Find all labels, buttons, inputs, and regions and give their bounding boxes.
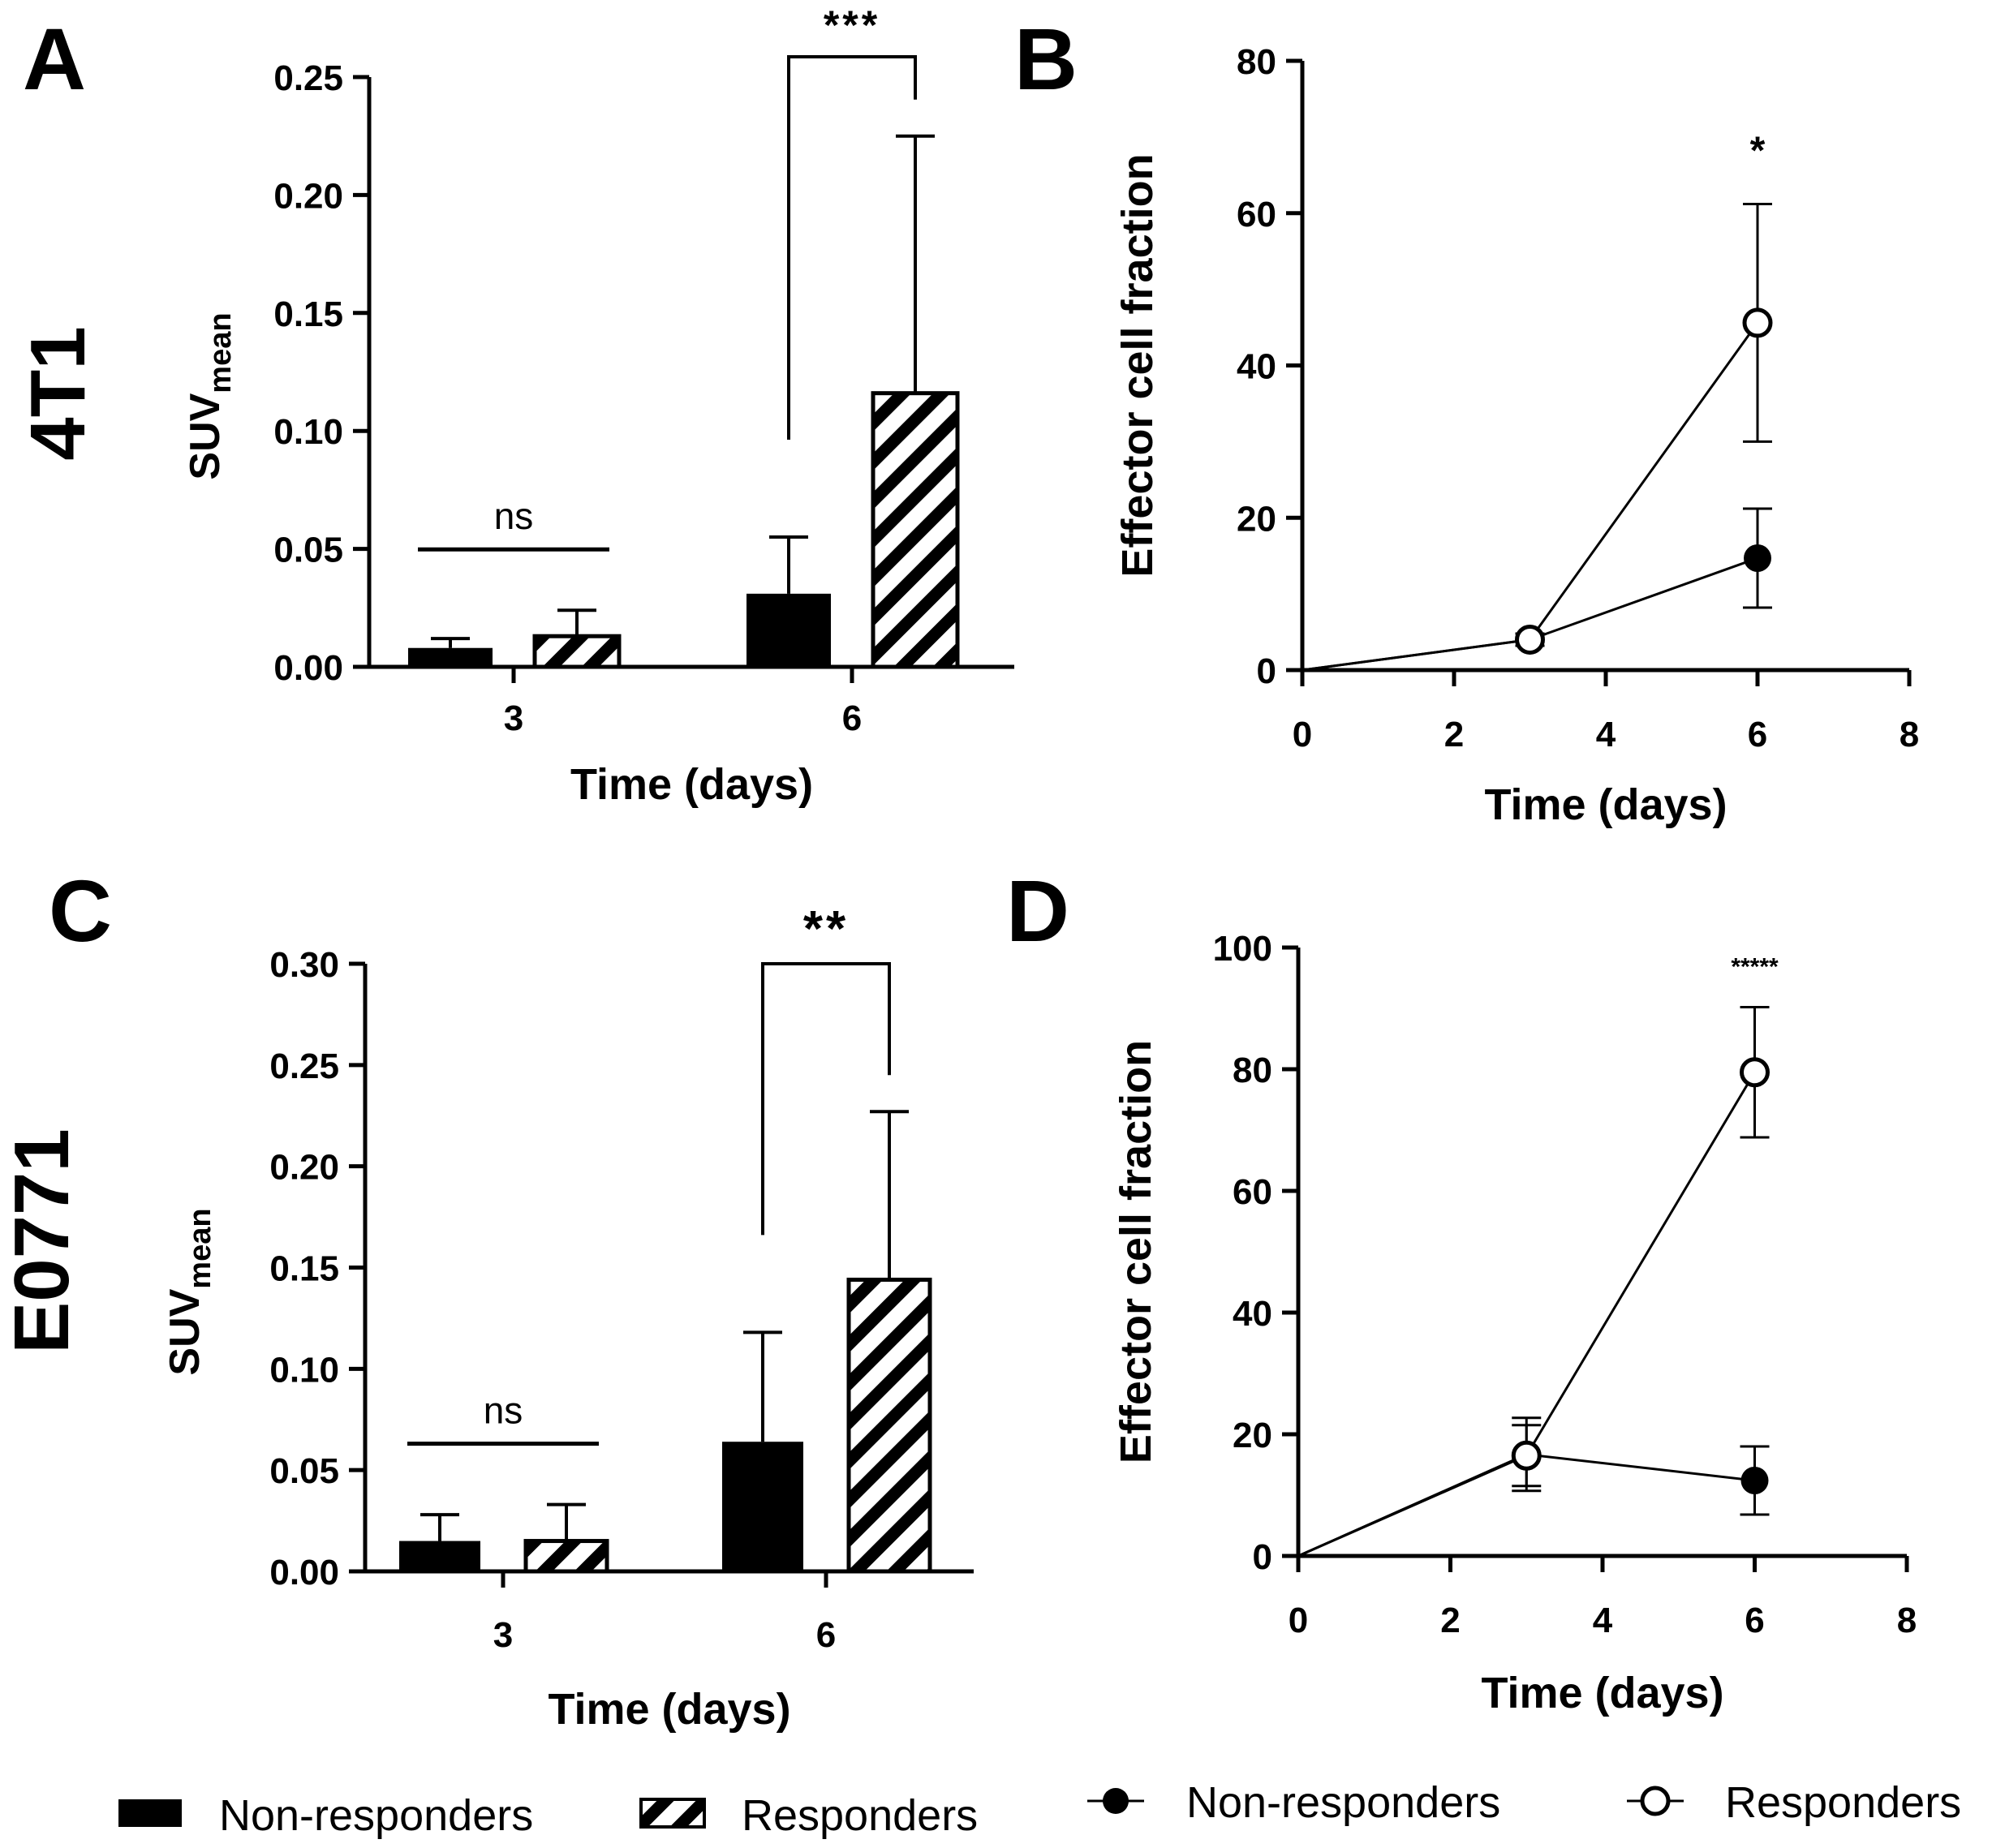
bar-non-responders-6 [722,1442,803,1571]
y-tick-label: 20 [1237,499,1276,539]
legend-label-line-responders: Responders [1725,1778,1961,1827]
legend-marker-open [1640,1786,1671,1816]
x-axis-label: Time (days) [548,1685,790,1734]
x-tick-label: 0 [1293,715,1312,754]
data-point-responders [1740,1057,1770,1088]
significance-label: * [1750,129,1766,172]
y-tick-label: 80 [1233,1051,1272,1090]
x-tick-label: 2 [1444,715,1464,754]
y-tick-label: 20 [1233,1416,1272,1455]
data-point-responders [1511,1440,1542,1471]
legend-label-line-non-responders: Non-responders [1186,1778,1500,1827]
panel-c-bar-chart: 0.00 0.05 0.10 0.15 0.20 0.25 0.30 3 6 ns ** SUVmea… [161,901,974,1734]
significance-label: ***** [1731,954,1779,981]
significance-bracket [787,55,917,441]
y-tick-label: 0.20 [273,176,343,216]
panel-letter-c: C [49,862,112,960]
y-tick-label: 80 [1237,42,1276,82]
panel-letter-a: A [23,10,86,108]
bar-responders-3 [523,1539,609,1574]
y-axis-label-main: SUV [182,393,229,479]
y-axis-label-main: SUV [161,1288,209,1375]
bar-responders-3 [532,634,622,669]
data-point-non-responders [1744,544,1771,573]
row-label-e0771: E0771 [0,1128,85,1354]
legend-label-bar-non-responders: Non-responders [219,1791,533,1840]
bar-non-responders-3 [399,1541,480,1571]
panel-letter-b: B [1014,10,1078,108]
legend-label-bar-responders: Responders [742,1791,978,1840]
data-point-responders [1742,307,1773,338]
panel-a-bar-chart: 0.00 0.05 0.10 0.15 0.20 0.25 3 6 ns *** SUVmean Ti… [182,2,1014,809]
y-tick-label: 40 [1233,1294,1272,1334]
y-tick-label: 0 [1257,651,1276,691]
y-tick-label: 0.15 [269,1249,339,1289]
y-tick-label: 0.00 [269,1553,339,1592]
y-tick-label: 0.25 [273,58,343,98]
x-tick-label: 6 [842,698,862,738]
y-axis-label: Effector cell fraction [1113,153,1162,577]
y-tick-label: 0.00 [273,648,343,688]
significance-bracket [761,962,891,1236]
panel-d-line-chart: 0 20 40 60 80 100 0 2 4 6 8 ***** Effector cell frac… [1112,929,1917,1717]
bar-non-responders-6 [746,593,831,667]
y-tick-label: 0 [1253,1537,1272,1577]
x-axis-label: Time (days) [1484,780,1727,829]
x-tick-label: 2 [1440,1601,1460,1640]
data-point-responders [1515,624,1545,655]
y-tick-label: 0.25 [269,1046,339,1086]
series-line-responders [1302,322,1759,672]
y-tick-label: 100 [1213,929,1272,969]
y-tick-label: 0.05 [269,1451,339,1491]
y-axis-label-subscript: mean [204,312,238,393]
significance-label: ns [494,495,534,537]
y-tick-label: 0.30 [269,945,339,985]
y-tick-label: 40 [1237,347,1276,387]
bar-non-responders-3 [408,647,493,667]
y-axis-label: SUVmean [182,312,238,479]
x-tick-label: 3 [504,698,523,738]
y-axis-label: SUVmean [161,1208,217,1375]
y-axis-label-subscript: mean [183,1208,217,1288]
x-tick-label: 6 [1745,1601,1764,1640]
x-axis-label: Time (days) [570,760,813,809]
row-label-4t1: 4T1 [15,326,101,460]
legend: Non-responders Responders Non-responders… [118,1778,1961,1840]
panel-b-line-chart: 0 20 40 60 80 0 2 4 6 8 * Effector cell fraction Tim… [1113,42,1919,829]
y-tick-label: 0.15 [273,294,343,334]
significance-label: ns [484,1390,523,1432]
y-tick-label: 0.05 [273,531,343,570]
x-tick-label: 6 [1748,715,1767,754]
x-tick-label: 3 [493,1615,513,1655]
y-tick-label: 60 [1233,1172,1272,1212]
x-axis-label: Time (days) [1481,1669,1723,1717]
significance-label: *** [824,2,880,48]
data-point-non-responders [1740,1467,1769,1494]
x-tick-label: 0 [1289,1601,1308,1640]
y-axis-label: Effector cell fraction [1112,1040,1160,1463]
legend-swatch-responders [639,1798,706,1829]
y-tick-label: 0.10 [273,412,343,452]
bar-responders-6 [846,1277,932,1574]
legend-marker-filled [1103,1788,1129,1814]
panel-letter-d: D [1006,862,1069,960]
x-tick-label: 6 [816,1615,836,1655]
x-tick-label: 8 [1897,1601,1917,1640]
x-tick-label: 4 [1593,1601,1613,1640]
y-tick-label: 60 [1237,195,1276,234]
y-tick-label: 0.20 [269,1148,339,1188]
legend-swatch-non-responders [118,1799,182,1827]
x-tick-label: 4 [1596,715,1616,754]
y-tick-label: 0.10 [269,1350,339,1390]
bar-responders-6 [871,391,960,669]
significance-label: ** [803,901,849,957]
x-tick-label: 8 [1900,715,1919,754]
